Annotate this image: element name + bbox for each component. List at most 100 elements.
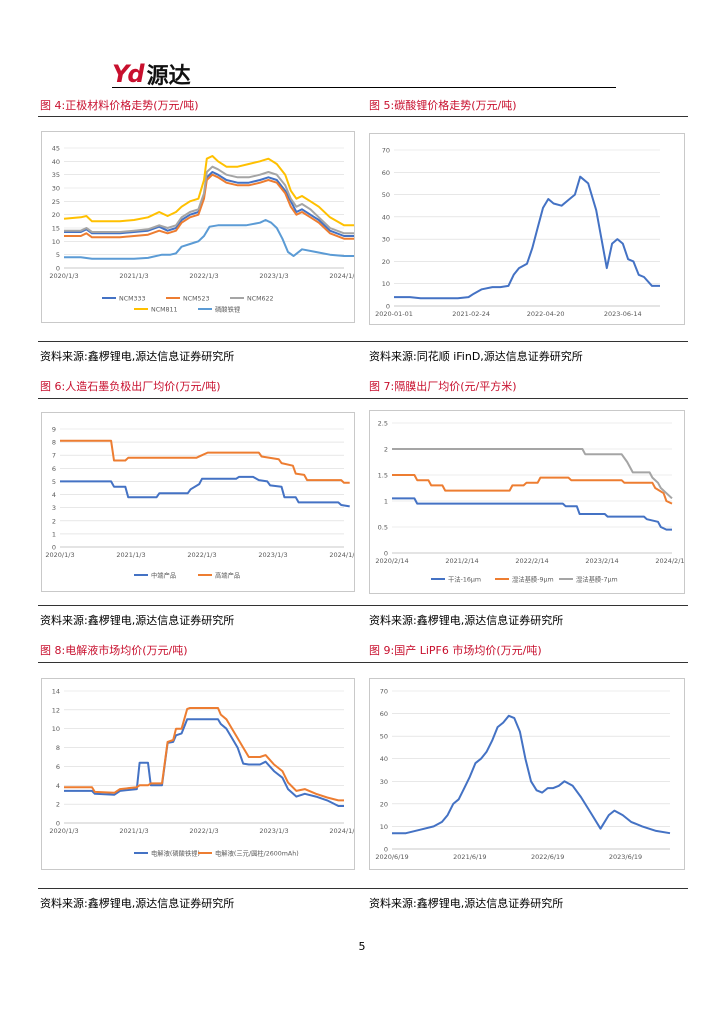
x-tick-label: 2024/1/3 <box>329 551 354 559</box>
figure-4-panel: 0 5 10 15 20 25 30 35 40 45 2020/1/3 2021/1/3 2022/1… <box>41 131 355 323</box>
y-tick-label: 9 <box>52 426 56 434</box>
divider <box>38 341 688 342</box>
x-tick-label: 2021-02-24 <box>452 310 490 318</box>
y-tick-label: 10 <box>52 238 60 246</box>
figure-4-chart: 0 5 10 15 20 25 30 35 40 45 2020/1/3 2021/1/3 2022/1… <box>49 145 354 314</box>
figure-9-source: 资料来源:鑫椤锂电,源达信息证券研究所 <box>369 897 564 910</box>
figure-5-panel: 0 10 20 30 40 50 60 70 2020-01-01 2021-02-24 2022-… <box>369 133 685 325</box>
figure-6-panel: 0 1 2 3 4 5 6 7 8 9 2020/1/3 2021/1/3 2022/1/3 2023/1… <box>41 412 355 592</box>
x-tick-label: 2020/1/3 <box>45 551 74 559</box>
series-line <box>394 175 660 300</box>
y-tick-label: 3 <box>52 504 56 512</box>
y-tick-label: 5 <box>56 251 60 259</box>
x-tick-label: 2022/1/3 <box>187 551 216 559</box>
x-tick-label: 2021/6/19 <box>453 853 486 861</box>
x-tick-label: 2022-04-20 <box>527 310 565 318</box>
x-tick-label: 2023/6/19 <box>609 853 642 861</box>
header-divider <box>112 87 616 88</box>
y-tick-label: 30 <box>382 236 390 244</box>
y-tick-label: 2 <box>56 801 60 809</box>
x-tick-label: 2023/2/14 <box>585 557 618 565</box>
x-tick-label: 2022/2/14 <box>515 557 548 565</box>
y-tick-label: 20 <box>380 800 388 808</box>
x-tick-label: 2022/6/19 <box>531 853 564 861</box>
logo-mark: Yd <box>112 60 145 88</box>
divider <box>38 116 688 117</box>
figure-6-caption: 图 6:人造石墨负极出厂均价(万元/吨) <box>40 380 221 393</box>
legend-label: 高端产品 <box>215 571 240 580</box>
y-tick-label: 20 <box>382 258 390 266</box>
y-tick-label: 2 <box>384 446 388 454</box>
y-tick-label: 30 <box>380 778 388 786</box>
y-tick-label: 30 <box>52 185 60 193</box>
x-tick-label: 2024/1/3 <box>329 272 354 280</box>
x-tick-label: 2021/1/3 <box>119 272 148 280</box>
figure-8-source: 资料来源:鑫椤锂电,源达信息证券研究所 <box>40 897 235 910</box>
y-tick-label: 70 <box>382 147 390 155</box>
y-tick-label: 2.5 <box>378 420 388 428</box>
legend-label: NCM523 <box>183 296 210 303</box>
series-line <box>64 165 354 235</box>
y-tick-label: 8 <box>56 744 60 752</box>
y-tick-label: 8 <box>52 439 56 447</box>
legend-label: 电解液(三元/圆柱/2600mAh) <box>215 849 299 858</box>
y-tick-label: 50 <box>380 733 388 741</box>
figure-8-panel: 0 2 4 6 8 10 12 14 2020/1/3 2021/1/3 2022/1/3 2023/… <box>41 678 355 870</box>
x-tick-label: 2020/1/3 <box>49 272 78 280</box>
figure-9-caption: 图 9:国产 LiPF6 市场均价(万元/吨) <box>369 644 542 657</box>
figure-6-source: 资料来源:鑫椤锂电,源达信息证券研究所 <box>40 614 235 627</box>
y-tick-label: 40 <box>380 755 388 763</box>
series-line <box>60 439 350 484</box>
y-tick-label: 15 <box>52 225 60 233</box>
y-tick-label: 0 <box>56 820 60 828</box>
y-tick-label: 12 <box>52 706 60 714</box>
series-line <box>392 714 671 835</box>
y-tick-label: 0 <box>386 303 390 311</box>
x-tick-label: 2023-06-14 <box>604 310 642 318</box>
y-tick-label: 0.5 <box>378 524 388 532</box>
y-tick-label: 45 <box>52 145 60 153</box>
legend-label: 湿法基膜-9μm <box>512 575 554 584</box>
figure-7-chart: 0 0.5 1 1.5 2 2.5 2020/2/14 2021/2/14 2022/2/14 2… <box>375 420 684 584</box>
legend-label: NCM333 <box>119 296 146 303</box>
y-tick-label: 0 <box>52 544 56 552</box>
x-tick-label: 2023/1/3 <box>259 827 288 835</box>
x-tick-label: 2020/1/3 <box>49 827 78 835</box>
x-tick-label: 2020-01-01 <box>375 310 413 318</box>
figure-5-source: 资料来源:同花顺 iFinD,源达信息证券研究所 <box>369 350 583 363</box>
series-line <box>392 448 673 500</box>
x-tick-label: 2023/1/3 <box>259 272 288 280</box>
y-tick-label: 40 <box>382 213 390 221</box>
figure-9-panel: 0 10 20 30 40 50 60 70 2020/6/19 2021/6/19 2022/6/… <box>369 678 685 870</box>
divider <box>38 605 688 606</box>
divider <box>38 662 688 663</box>
figure-5-caption: 图 5:碳酸锂价格走势(万元/吨) <box>369 99 517 112</box>
y-tick-label: 60 <box>382 169 390 177</box>
y-tick-label: 4 <box>56 782 60 790</box>
figure-8-chart: 0 2 4 6 8 10 12 14 2020/1/3 2021/1/3 2022/1/3 2023/… <box>49 688 354 858</box>
company-logo: Yd 源达 <box>112 58 191 90</box>
series-line <box>64 173 354 240</box>
divider <box>38 888 688 889</box>
y-tick-label: 0 <box>56 265 60 273</box>
figure-4-caption: 图 4:正极材料价格走势(万元/吨) <box>40 99 199 112</box>
series-line <box>60 475 350 508</box>
x-tick-label: 2021/2/14 <box>445 557 478 565</box>
series-line <box>392 497 672 531</box>
logo-text: 源达 <box>146 64 191 89</box>
legend-label: 干法-16μm <box>448 575 481 584</box>
figure-8-caption: 图 8:电解液市场均价(万元/吨) <box>40 644 188 657</box>
y-tick-label: 25 <box>52 198 60 206</box>
figure-7-source: 资料来源:鑫椤锂电,源达信息证券研究所 <box>369 614 564 627</box>
x-tick-label: 2022/1/3 <box>189 827 218 835</box>
y-tick-label: 20 <box>52 211 60 219</box>
figure-4-source: 资料来源:鑫椤锂电,源达信息证券研究所 <box>40 350 235 363</box>
x-tick-label: 2021/1/3 <box>116 551 145 559</box>
y-tick-label: 1 <box>384 498 388 506</box>
y-tick-label: 60 <box>380 710 388 718</box>
y-tick-label: 40 <box>52 158 60 166</box>
y-tick-label: 6 <box>56 763 60 771</box>
divider <box>38 398 688 399</box>
series-line <box>64 718 344 807</box>
legend-label: 磷酸铁锂 <box>215 305 241 314</box>
